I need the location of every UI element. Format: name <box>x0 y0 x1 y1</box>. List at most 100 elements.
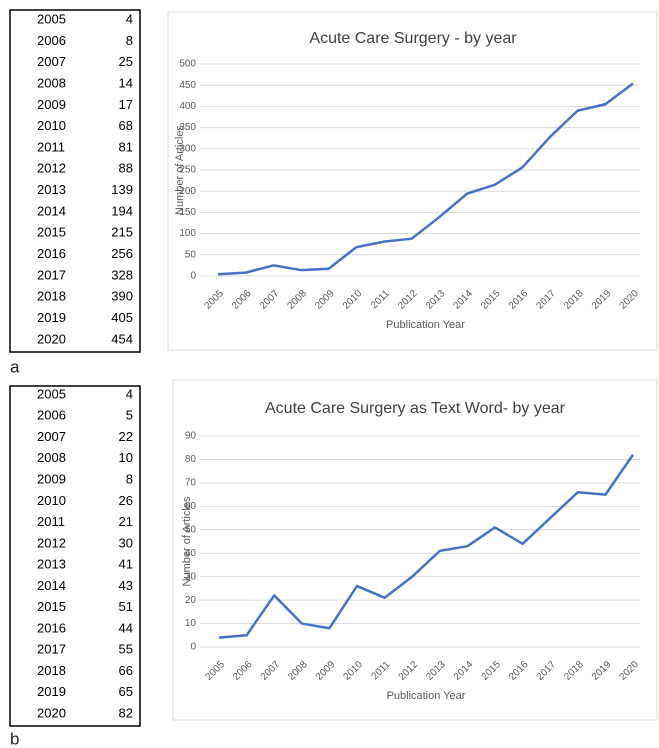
table-value: 68 <box>119 118 133 133</box>
table-year: 2019 <box>37 684 66 699</box>
table-year: 2011 <box>37 139 65 154</box>
table-border <box>9 385 141 727</box>
table-value: 25 <box>119 54 133 69</box>
table-value: 454 <box>111 331 133 346</box>
table-value: 66 <box>119 663 133 678</box>
table-year: 2012 <box>37 535 66 550</box>
table-year: 2012 <box>37 161 66 176</box>
y-tick-label: 80 <box>185 454 197 465</box>
table-value: 44 <box>119 620 133 635</box>
table-value: 26 <box>119 493 133 508</box>
y-tick-label: 70 <box>185 478 197 489</box>
table-year: 2008 <box>37 75 66 90</box>
table-value: 390 <box>111 289 133 304</box>
x-tick-label: 2014 <box>451 288 475 312</box>
table-value: 65 <box>119 684 133 699</box>
x-tick-label: 2016 <box>507 288 531 312</box>
table-value: 8 <box>126 33 133 48</box>
y-tick-label: 500 <box>179 59 196 70</box>
table-value: 215 <box>111 225 133 240</box>
table-year: 2009 <box>37 97 66 112</box>
table-year: 2013 <box>37 182 66 197</box>
panel-label: b <box>10 729 19 748</box>
x-tick-label: 2018 <box>562 659 586 683</box>
x-tick-label: 2007 <box>258 288 282 312</box>
table-year: 2017 <box>37 267 66 282</box>
table-value: 10 <box>119 450 133 465</box>
table-year: 2005 <box>37 386 66 401</box>
table-value: 17 <box>119 97 133 112</box>
table-value: 4 <box>126 11 133 26</box>
table-year: 2019 <box>37 310 66 325</box>
table-year: 2007 <box>37 54 66 69</box>
table-year: 2008 <box>37 450 66 465</box>
table-value: 41 <box>119 557 133 572</box>
x-tick-label: 2017 <box>534 288 558 312</box>
y-tick-label: 200 <box>179 186 196 197</box>
x-tick-label: 2013 <box>424 659 448 683</box>
table-year: 2010 <box>37 118 66 133</box>
x-tick-label: 2009 <box>314 659 338 683</box>
chart-border <box>167 11 658 351</box>
y-tick-label: 90 <box>185 431 197 442</box>
x-tick-label: 2009 <box>313 288 337 312</box>
table-value: 81 <box>119 139 133 154</box>
table-year: 2006 <box>37 33 66 48</box>
table-year: 2013 <box>37 557 66 572</box>
x-axis-title: Publication Year <box>386 319 465 331</box>
x-tick-label: 2006 <box>230 288 254 312</box>
table-value: 88 <box>119 161 133 176</box>
table-year: 2005 <box>37 11 66 26</box>
table-year: 2006 <box>37 408 66 423</box>
table-value: 139 <box>111 182 133 197</box>
x-tick-label: 2020 <box>617 288 641 312</box>
x-tick-label: 2012 <box>397 659 421 683</box>
table-value: 194 <box>111 203 133 218</box>
x-tick-label: 2005 <box>202 288 226 312</box>
table-year: 2014 <box>37 578 66 593</box>
x-tick-label: 2020 <box>617 659 641 683</box>
table-value: 22 <box>119 429 133 444</box>
y-tick-label: 40 <box>185 548 197 559</box>
table-year: 2020 <box>37 705 66 720</box>
x-tick-label: 2015 <box>479 288 503 312</box>
x-tick-label: 2017 <box>535 659 559 683</box>
table-value: 55 <box>119 642 133 657</box>
table-year: 2018 <box>37 663 66 678</box>
table-year: 2015 <box>37 599 66 614</box>
table-value: 256 <box>111 246 133 261</box>
table-year: 2010 <box>37 493 66 508</box>
x-tick-label: 2011 <box>369 288 392 311</box>
table-value: 82 <box>119 705 133 720</box>
table-value: 51 <box>119 599 133 614</box>
y-tick-label: 0 <box>190 271 196 282</box>
x-tick-label: 2019 <box>590 288 614 312</box>
table-year: 2018 <box>37 289 66 304</box>
x-tick-label: 2006 <box>231 659 255 683</box>
y-tick-label: 50 <box>185 249 197 260</box>
x-tick-label: 2012 <box>396 288 420 312</box>
y-tick-label: 20 <box>185 595 197 606</box>
table-value: 5 <box>126 408 133 423</box>
x-tick-label: 2013 <box>424 288 448 312</box>
x-tick-label: 2014 <box>452 659 476 683</box>
table-value: 405 <box>111 310 133 325</box>
table-year: 2016 <box>37 246 66 261</box>
y-tick-label: 10 <box>185 618 197 629</box>
x-tick-label: 2019 <box>590 659 614 683</box>
y-tick-label: 50 <box>185 524 197 535</box>
x-tick-label: 2010 <box>341 659 365 683</box>
table-border <box>9 9 141 353</box>
table-value: 21 <box>119 514 133 529</box>
x-tick-label: 2007 <box>259 659 283 683</box>
table-year: 2014 <box>37 203 66 218</box>
table-year: 2015 <box>37 225 66 240</box>
y-tick-label: 30 <box>185 571 197 582</box>
x-tick-label: 2008 <box>285 288 309 312</box>
y-tick-label: 400 <box>179 101 196 112</box>
line <box>217 82 634 276</box>
table-value: 4 <box>126 386 133 401</box>
x-axis-title: Publication Year <box>387 690 466 702</box>
x-tick-label: 2010 <box>341 288 365 312</box>
